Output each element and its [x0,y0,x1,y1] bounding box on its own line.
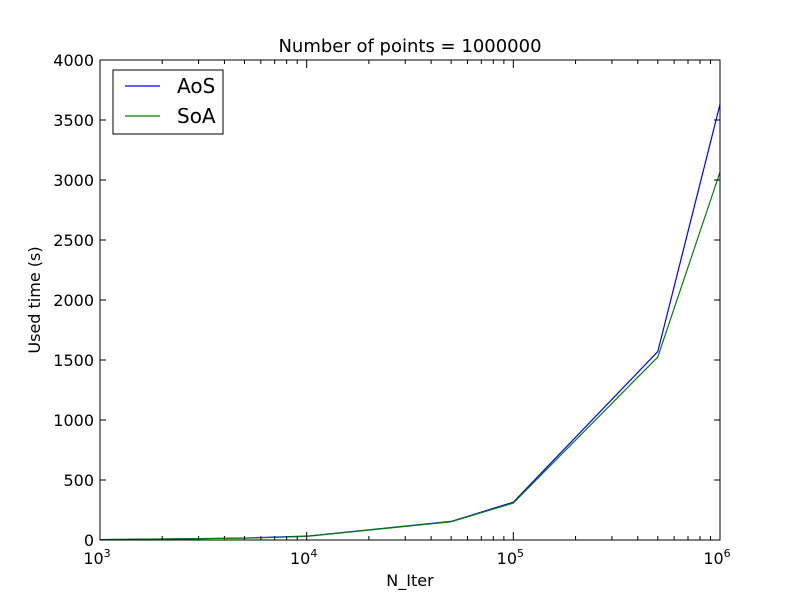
chart-title: Number of points = 1000000 [278,36,541,57]
x-tick-label: 105 [497,547,524,568]
ticks-layer: 0 500 1000 1500 2000 2500 3000 3500 4000 103 104 10… [53,51,730,568]
y-axis-label: Used time (s) [25,246,44,353]
y-tick-label: 0 [84,531,94,550]
y-tick-label: 3500 [53,111,94,130]
y-tick-label: 2000 [53,291,94,310]
y-tick-label: 2500 [53,231,94,250]
y-tick-label: 1500 [53,351,94,370]
y-tick-label: 1000 [53,411,94,430]
y-tick-label: 3000 [53,171,94,190]
x-axis-label: N_Iter [386,571,434,591]
legend: AoS SoA [112,69,224,135]
legend-label-soa: SoA [177,104,216,128]
x-tick-label: 103 [83,547,110,568]
legend-box [112,69,224,135]
x-tick-label: 104 [290,547,317,568]
legend-label-aos: AoS [177,74,215,98]
y-tick-label: 4000 [53,51,94,70]
x-tick-label: 106 [703,547,730,568]
y-tick-label: 500 [63,471,94,490]
